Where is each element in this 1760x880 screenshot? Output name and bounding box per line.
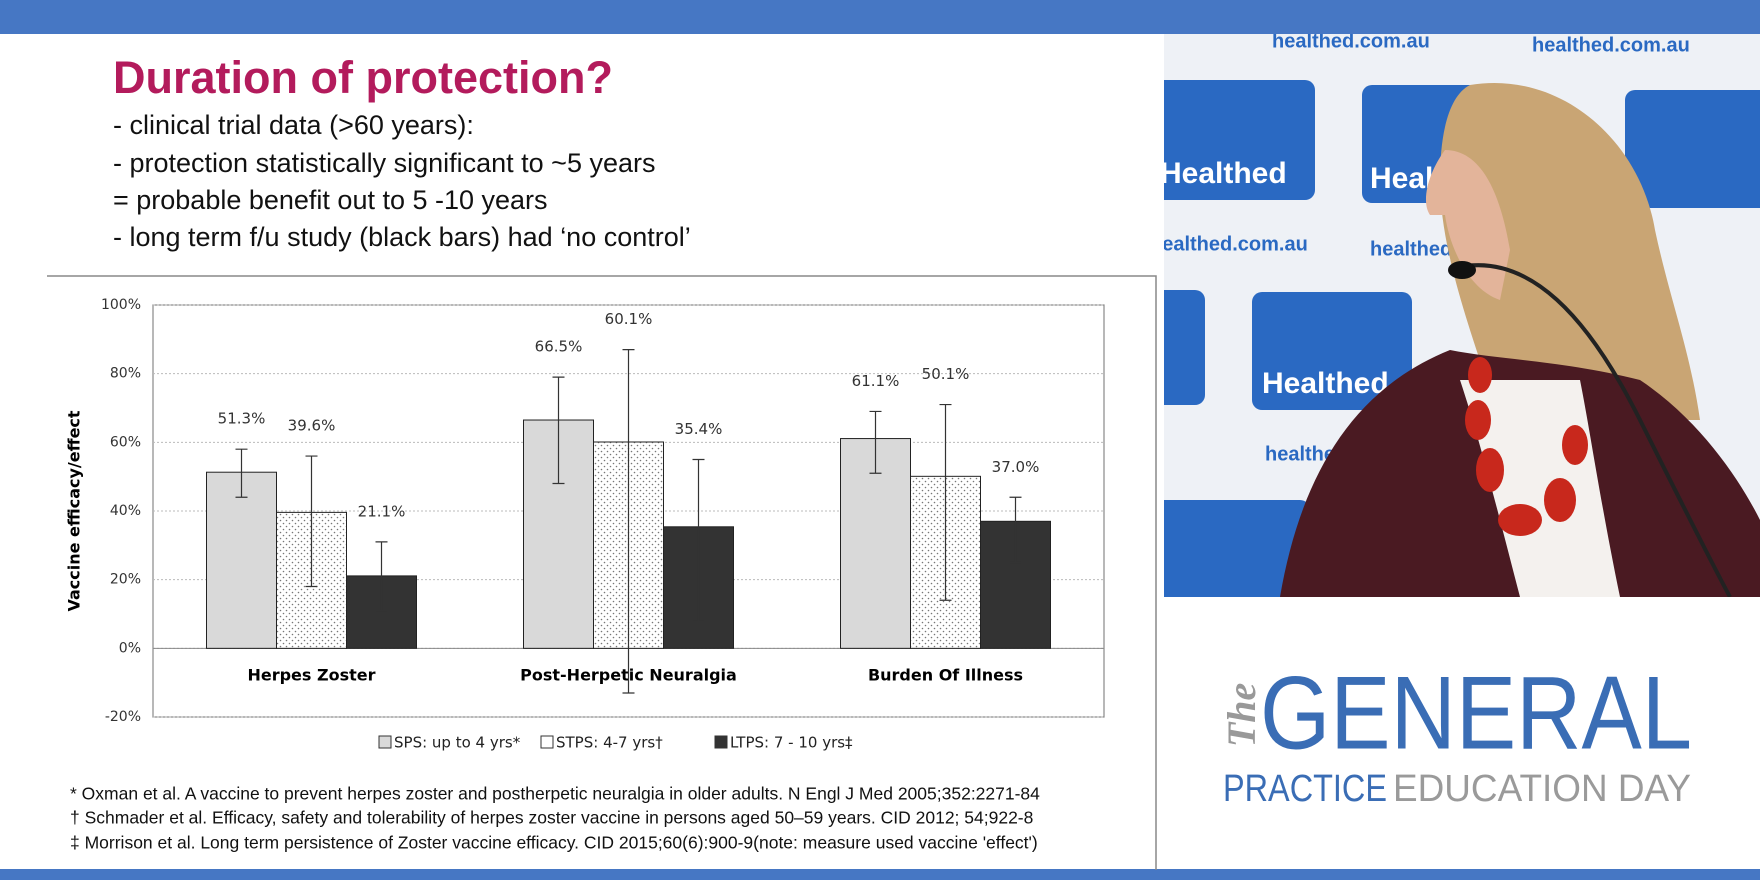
y-tick-label: 80% [110,366,141,382]
site: healthed.com.au [1272,30,1430,52]
error-bar [869,410,882,474]
tile [1625,90,1760,208]
tile [1164,290,1205,405]
value-label: 35.4% [675,420,723,438]
bottom-bar [0,869,1760,880]
value-label: 51.3% [218,410,266,428]
bar [206,471,277,649]
value-label: 37.0% [992,458,1040,476]
chart: -20% 0% 20% 40% 60% 80% 100% Vaccine efficacy/e… [65,297,1105,752]
value-label: 60.1% [605,310,653,328]
value-label: 21.1% [358,502,406,520]
chart-frame [47,275,1157,870]
site: healthed.com.au [1532,34,1690,56]
brand: Healthed [1160,157,1287,190]
slide-title: Duration of protection? [113,52,613,103]
logo-the: The [1219,683,1264,747]
error-bar [622,349,635,694]
value-label: 66.5% [535,338,583,356]
y-axis-label: Vaccine efficacy/effect [65,410,84,611]
error-bar [235,448,248,498]
bullet: - protection statistically significant t… [113,148,656,178]
legend-label: STPS: 4-7 yrs† [556,734,663,752]
y-tick-label: 20% [110,572,141,588]
footnote: ‡ Morrison et al. Long term persistence … [70,833,1038,853]
error-bar [305,455,318,588]
logo-general: GENERAL [1260,655,1692,771]
value-label: 39.6% [288,417,336,435]
x-tick-label: Burden Of Illness [868,666,1023,685]
y-tick-label: 100% [101,297,141,313]
value-label: 61.1% [852,372,900,390]
mic-head [1448,261,1476,279]
x-tick-label: Herpes Zoster [247,666,375,685]
hair [1440,82,1700,421]
microphone [1454,263,1732,597]
error-bar [692,458,705,622]
bullet: - clinical trial data (>60 years): [113,110,474,140]
bullets: - clinical trial data (>60 years): - pro… [113,110,691,252]
error-bar [1009,496,1022,564]
site: healthed.com.au [1150,233,1308,255]
legend-label: LTPS: 7 - 10 yrs‡ [730,734,853,752]
legend-swatch [540,735,554,749]
bullet: = probable benefit out to 5 -10 years [113,185,548,215]
bar [346,575,417,649]
tile [1164,500,1310,597]
logo-education: EDUCATION DAY [1393,768,1691,810]
face [1425,150,1510,300]
logo-practice: PRACTICE [1223,768,1387,810]
tile [1164,80,1315,200]
brand: Healthed [1262,367,1389,400]
necklace [1465,357,1588,536]
bullet: - long term f/u study (black bars) had ‘… [113,222,691,252]
footnotes: * Oxman et al. A vaccine to prevent herp… [70,784,1040,853]
tile [1252,292,1412,410]
legend-label: SPS: up to 4 yrs* [394,734,521,752]
legend-swatch [714,735,728,749]
footnote: * Oxman et al. A vaccine to prevent herp… [70,784,1040,804]
y-tick-label: 0% [119,640,141,656]
y-tick-label: 60% [110,434,141,450]
top-bar [0,0,1760,34]
error-bar [375,541,388,612]
legend-swatch [378,735,392,749]
speaker-video: Healthed Healthed Healthed healthed.com.… [1150,30,1760,597]
value-label: 50.1% [922,365,970,383]
y-tick-label: 40% [110,503,141,519]
footnote: † Schmader et al. Efficacy, safety and t… [70,808,1033,828]
error-bar [939,403,952,601]
error-bar [552,376,565,485]
y-tick-label: -20% [105,709,141,725]
